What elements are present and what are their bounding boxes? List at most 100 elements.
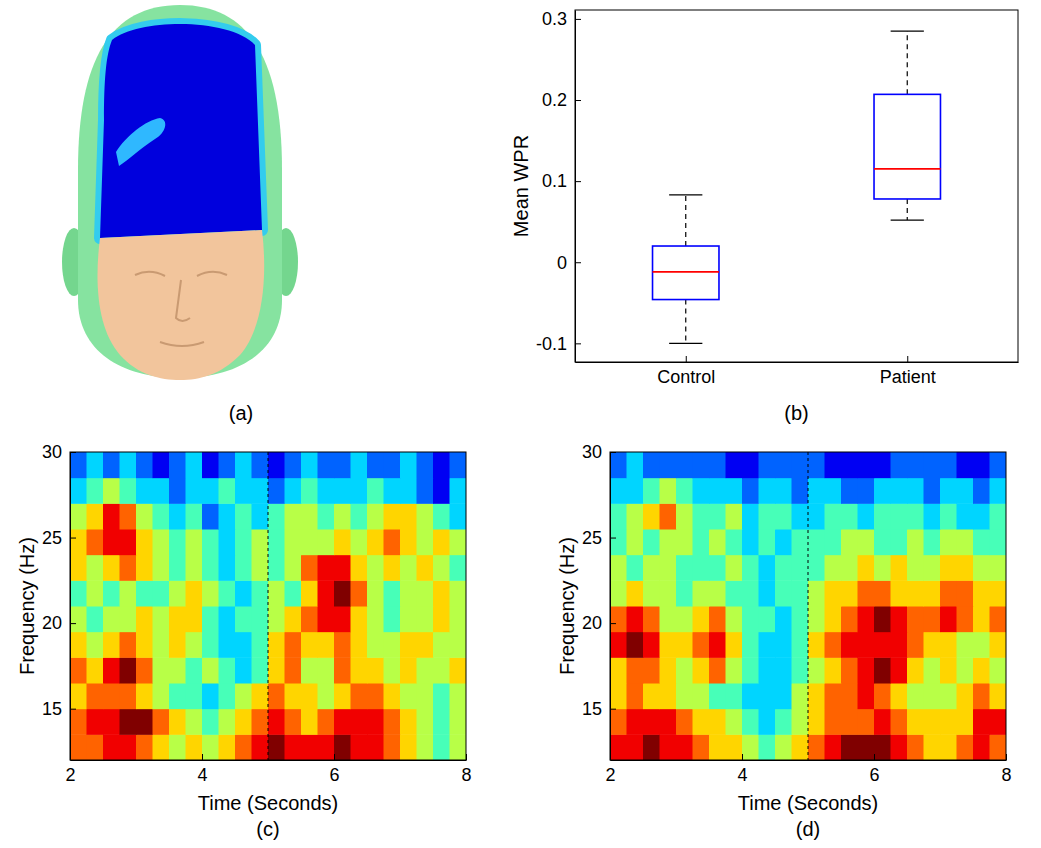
cell — [70, 709, 87, 735]
cell — [384, 632, 401, 658]
cell — [384, 580, 401, 606]
cell — [709, 606, 726, 632]
cell — [268, 580, 285, 606]
cell — [87, 478, 104, 504]
cell — [874, 529, 891, 555]
cell — [252, 632, 269, 658]
cell — [70, 503, 87, 529]
topomap-halo — [100, 24, 262, 238]
cell — [120, 734, 137, 760]
cell — [808, 632, 825, 658]
cell — [120, 657, 137, 683]
cell — [858, 683, 875, 709]
cell — [742, 734, 759, 760]
cell — [318, 734, 335, 760]
cell — [318, 478, 335, 504]
axis-line — [611, 760, 1007, 761]
cell — [726, 606, 743, 632]
cell — [87, 683, 104, 709]
cell — [318, 555, 335, 581]
cell — [70, 734, 87, 760]
cells — [610, 452, 1006, 760]
cell — [726, 478, 743, 504]
tick-label: 0.3 — [542, 9, 567, 29]
cell — [169, 503, 186, 529]
cell — [759, 657, 776, 683]
cell — [433, 632, 450, 658]
cell — [268, 606, 285, 632]
cell — [136, 734, 153, 760]
tick-label: 25 — [42, 528, 62, 548]
cell — [186, 555, 203, 581]
cell — [120, 478, 137, 504]
cell — [301, 709, 318, 735]
cell — [87, 452, 104, 478]
cell — [924, 734, 941, 760]
cell — [990, 503, 1007, 529]
cell — [990, 452, 1007, 478]
cell — [643, 709, 660, 735]
cell — [70, 683, 87, 709]
cell — [367, 606, 384, 632]
tick: 6 — [869, 754, 879, 785]
axis-line — [71, 760, 467, 761]
cell — [301, 478, 318, 504]
face-feature — [160, 342, 204, 346]
axis-line — [576, 362, 1019, 363]
cell — [400, 478, 417, 504]
cell — [891, 683, 908, 709]
panel: (a) — [62, 5, 298, 424]
cell — [367, 478, 384, 504]
cell — [285, 657, 302, 683]
cell — [858, 580, 875, 606]
cell — [219, 529, 236, 555]
cell — [709, 709, 726, 735]
cell — [957, 606, 974, 632]
cell — [693, 452, 710, 478]
cell — [169, 657, 186, 683]
cell — [153, 632, 170, 658]
tick-mark — [686, 356, 687, 362]
cell — [924, 657, 941, 683]
cell — [136, 478, 153, 504]
tick-mark — [610, 452, 616, 453]
cell — [709, 580, 726, 606]
event-line — [268, 452, 269, 760]
cell — [103, 734, 120, 760]
cell — [627, 709, 644, 735]
cell — [957, 529, 974, 555]
cell — [417, 555, 434, 581]
cell — [627, 529, 644, 555]
cell — [940, 555, 957, 581]
tick-mark — [575, 181, 581, 182]
cell — [676, 503, 693, 529]
cell — [610, 709, 627, 735]
cell — [742, 632, 759, 658]
cell — [136, 657, 153, 683]
cell — [940, 606, 957, 632]
cell — [202, 580, 219, 606]
cell — [351, 683, 368, 709]
cell — [808, 555, 825, 581]
cell — [940, 734, 957, 760]
tick-label: 4 — [197, 765, 207, 785]
cell — [775, 734, 792, 760]
cell — [301, 580, 318, 606]
cell — [433, 555, 450, 581]
cell — [351, 503, 368, 529]
cell — [384, 452, 401, 478]
tick-mark — [610, 538, 616, 539]
cell — [268, 503, 285, 529]
cell — [120, 709, 137, 735]
cell — [660, 503, 677, 529]
panel: 246815202530Time (Seconds)Frequency (Hz)… — [16, 442, 472, 840]
cell — [808, 503, 825, 529]
cell — [627, 657, 644, 683]
cell — [709, 478, 726, 504]
cell — [285, 709, 302, 735]
tick-label: 30 — [582, 442, 602, 462]
cell — [219, 452, 236, 478]
cell — [153, 709, 170, 735]
cell — [334, 555, 351, 581]
cell — [792, 709, 809, 735]
